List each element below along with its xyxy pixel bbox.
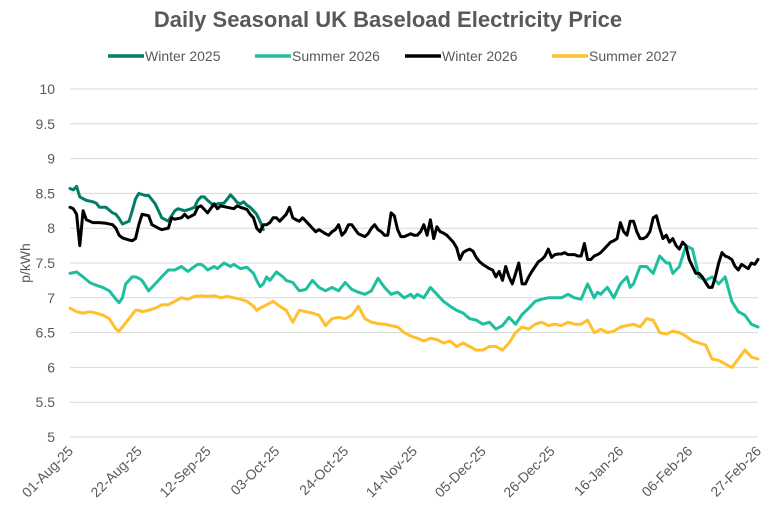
x-tick-label: 12-Sep-25 xyxy=(156,443,214,501)
legend-label: Summer 2026 xyxy=(292,48,380,64)
legend-item: Summer 2026 xyxy=(255,48,380,64)
x-tick-label: 24-Oct-25 xyxy=(296,443,351,498)
legend-label: Winter 2026 xyxy=(442,48,518,64)
y-tick-label: 9 xyxy=(47,151,55,167)
y-tick-label: 7.5 xyxy=(36,255,56,271)
y-tick-label: 6.5 xyxy=(36,325,56,341)
x-tick-label: 05-Dec-25 xyxy=(431,443,489,501)
x-tick-label: 03-Oct-25 xyxy=(227,443,282,498)
x-tick-label: 27-Feb-26 xyxy=(707,443,764,500)
y-tick-label: 8 xyxy=(47,220,55,236)
gridlines xyxy=(70,88,758,438)
y-tick-label: 8.5 xyxy=(36,185,56,201)
x-tick-label: 14-Nov-25 xyxy=(363,443,421,501)
x-tick-label: 22-Aug-25 xyxy=(87,443,145,501)
x-axis-ticks: 01-Aug-25 22-Aug-25 12-Sep-25 03-Oct-25 24-O… xyxy=(19,443,765,501)
legend: Winter 2025 Summer 2026 Winter 2026 Summer … xyxy=(108,48,677,64)
y-tick-label: 9.5 xyxy=(36,116,56,132)
x-tick-label: 26-Dec-25 xyxy=(500,443,558,501)
series-group xyxy=(68,184,760,369)
x-tick-label: 01-Aug-25 xyxy=(19,443,77,501)
y-axis-ticks: 5 5.5 6 6.5 7 7.5 8 8.5 9 9.5 10 xyxy=(36,81,56,445)
y-axis-label: p/kWh xyxy=(17,243,33,283)
series-line-summer-2027 xyxy=(68,294,760,369)
series-line-winter-2025 xyxy=(68,184,265,232)
legend-item: Summer 2027 xyxy=(552,48,677,64)
y-tick-label: 5.5 xyxy=(36,394,56,410)
y-tick-label: 10 xyxy=(39,81,55,97)
legend-item: Winter 2026 xyxy=(405,48,518,64)
series-line-summer-2026 xyxy=(68,244,760,331)
legend-item: Winter 2025 xyxy=(108,48,221,64)
chart-title: Daily Seasonal UK Baseload Electricity P… xyxy=(154,7,622,32)
y-tick-label: 7 xyxy=(47,290,55,306)
x-tick-label: 06-Feb-26 xyxy=(638,443,695,500)
legend-label: Summer 2027 xyxy=(589,48,677,64)
series-line-winter-2026 xyxy=(68,202,760,289)
y-tick-label: 5 xyxy=(47,429,55,445)
x-tick-label: 16-Jan-26 xyxy=(571,443,627,499)
y-tick-label: 6 xyxy=(47,359,55,375)
legend-label: Winter 2025 xyxy=(145,48,221,64)
